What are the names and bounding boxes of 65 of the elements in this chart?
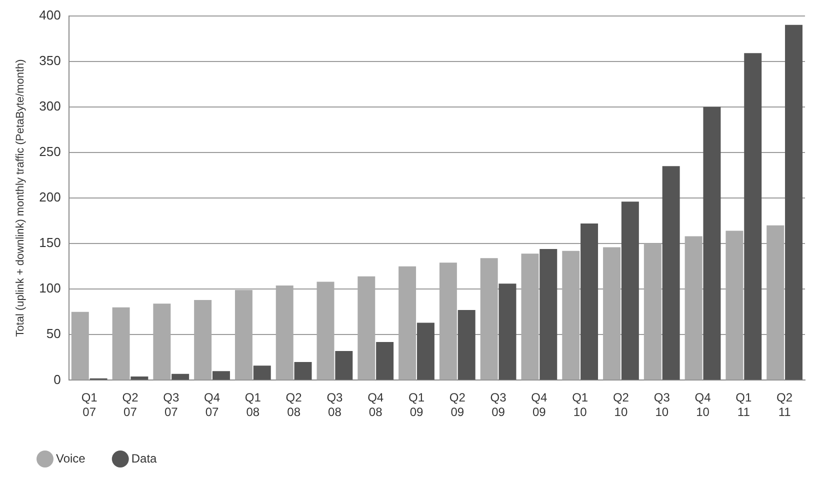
x-tick-label: Q1 11 (736, 390, 752, 420)
bar (276, 285, 294, 380)
bar (112, 307, 130, 380)
bar (335, 351, 353, 380)
x-tick-label: Q2 07 (122, 390, 139, 420)
bar (684, 236, 702, 380)
bar (766, 225, 784, 380)
x-tick-label: Q1 10 (572, 390, 588, 420)
bar (521, 254, 539, 380)
x-tick-label: Q3 08 (326, 390, 344, 420)
bar (703, 106, 721, 380)
bar (316, 282, 334, 380)
x-tick-label: Q3 09 (490, 390, 507, 420)
bar (212, 371, 230, 380)
bar (662, 166, 680, 380)
bar (540, 249, 558, 380)
bar (294, 362, 312, 380)
x-tick-label: Q2 11 (776, 390, 793, 420)
bar (480, 258, 498, 380)
bar (726, 230, 744, 380)
x-tick-label: Q4 08 (368, 390, 384, 420)
y-tick-label: 200 (39, 190, 61, 205)
bar (580, 224, 598, 380)
y-tick-label: 150 (39, 235, 61, 250)
bar (172, 374, 190, 380)
x-tick-label: Q2 08 (286, 390, 302, 420)
bar (376, 342, 394, 380)
y-tick-label: 400 (39, 7, 61, 22)
y-tick-label: 300 (39, 98, 61, 114)
y-tick-label: 0 (54, 372, 61, 387)
x-tick-label: Q2 09 (449, 390, 466, 420)
y-tick-label: 50 (46, 326, 61, 342)
bar (498, 284, 516, 380)
bar (130, 376, 148, 380)
bar (71, 312, 89, 380)
bar (194, 300, 212, 380)
bar (562, 250, 580, 380)
y-axis-title: Total (uplink + downlink) monthly traffic (PetaByte/month) (14, 59, 27, 337)
bar (439, 262, 457, 380)
x-tick-label: Q1 08 (244, 390, 262, 420)
bar (253, 366, 271, 380)
legend-label: Voice (56, 451, 86, 466)
x-tick-label: Q3 10 (654, 390, 670, 420)
bar (621, 202, 639, 380)
bar (744, 53, 762, 380)
legend-label: Data (131, 451, 158, 466)
bar (644, 244, 662, 380)
bar (398, 266, 416, 380)
x-tick-label: Q4 10 (694, 390, 712, 420)
bar (785, 24, 802, 380)
bar (358, 276, 376, 380)
bar (153, 304, 171, 380)
bar (416, 322, 434, 380)
x-tick-label: Q3 07 (163, 390, 180, 420)
x-tick-label: Q4 07 (204, 390, 220, 420)
bar (603, 247, 621, 380)
y-tick-label: 100 (39, 280, 61, 296)
x-tick-label: Q1 07 (81, 390, 98, 420)
x-tick-label: Q1 09 (408, 390, 425, 420)
x-tick-label: Q4 09 (531, 390, 548, 420)
bar (234, 290, 252, 380)
bar (458, 310, 476, 380)
x-tick-label: Q2 10 (612, 390, 630, 420)
y-tick-label: 250 (39, 144, 61, 160)
y-tick-label: 350 (39, 52, 61, 68)
